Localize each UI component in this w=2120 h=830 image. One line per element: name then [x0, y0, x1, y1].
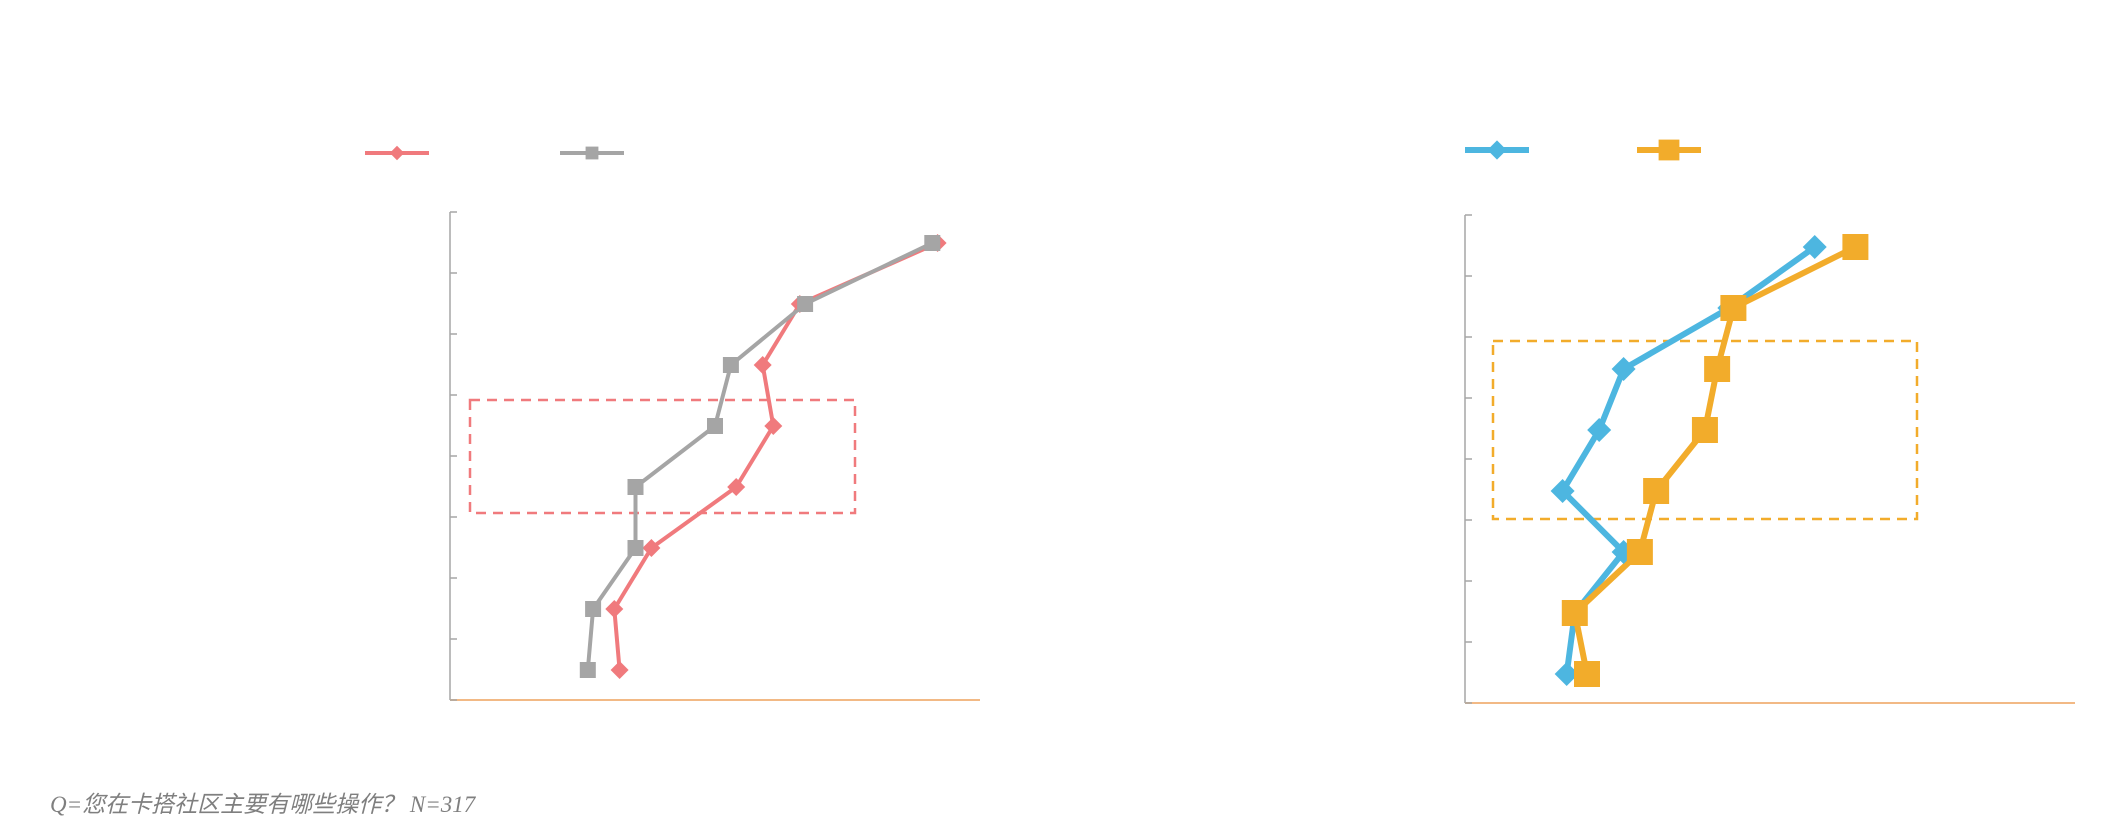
data-point — [579, 662, 596, 678]
data-point — [627, 479, 644, 495]
data-point — [1626, 539, 1653, 565]
data-point — [764, 417, 783, 435]
data-point — [1554, 662, 1579, 686]
data-point — [1704, 356, 1731, 382]
data-point — [707, 418, 723, 434]
legend-marker-1 — [1658, 139, 1680, 161]
series-line-0 — [612, 241, 939, 671]
data-point — [924, 235, 941, 251]
data-point — [727, 478, 746, 496]
highlight-box — [468, 398, 857, 515]
data-point — [1574, 661, 1600, 687]
data-point — [1691, 417, 1718, 443]
data-point — [610, 661, 629, 679]
legend-marker-0 — [1487, 140, 1507, 160]
data-point — [605, 600, 624, 618]
data-point — [722, 357, 739, 373]
data-point — [797, 296, 814, 312]
data-point — [1611, 357, 1636, 381]
footnote: Q=您在卡搭社区主要有哪些操作？ N=317 — [50, 792, 477, 817]
data-point — [753, 356, 772, 374]
chart-panel-new-vs-old — [1464, 139, 2075, 704]
data-point — [1720, 295, 1747, 321]
legend-marker-1 — [585, 146, 599, 160]
data-point — [1643, 478, 1670, 504]
data-point — [1550, 479, 1575, 503]
data-point — [1587, 418, 1612, 442]
series-line-0 — [1559, 244, 1817, 675]
data-point — [1561, 600, 1588, 626]
data-point — [1842, 234, 1869, 260]
data-point — [585, 601, 602, 617]
chart-panel-activity-level — [365, 145, 980, 701]
series-line-1 — [1571, 244, 1857, 675]
legend-marker-0 — [389, 145, 405, 161]
series-line-1 — [585, 241, 934, 671]
data-point — [1802, 235, 1827, 259]
data-point — [627, 540, 644, 556]
highlight-box — [1491, 339, 1919, 521]
data-point — [642, 539, 661, 557]
